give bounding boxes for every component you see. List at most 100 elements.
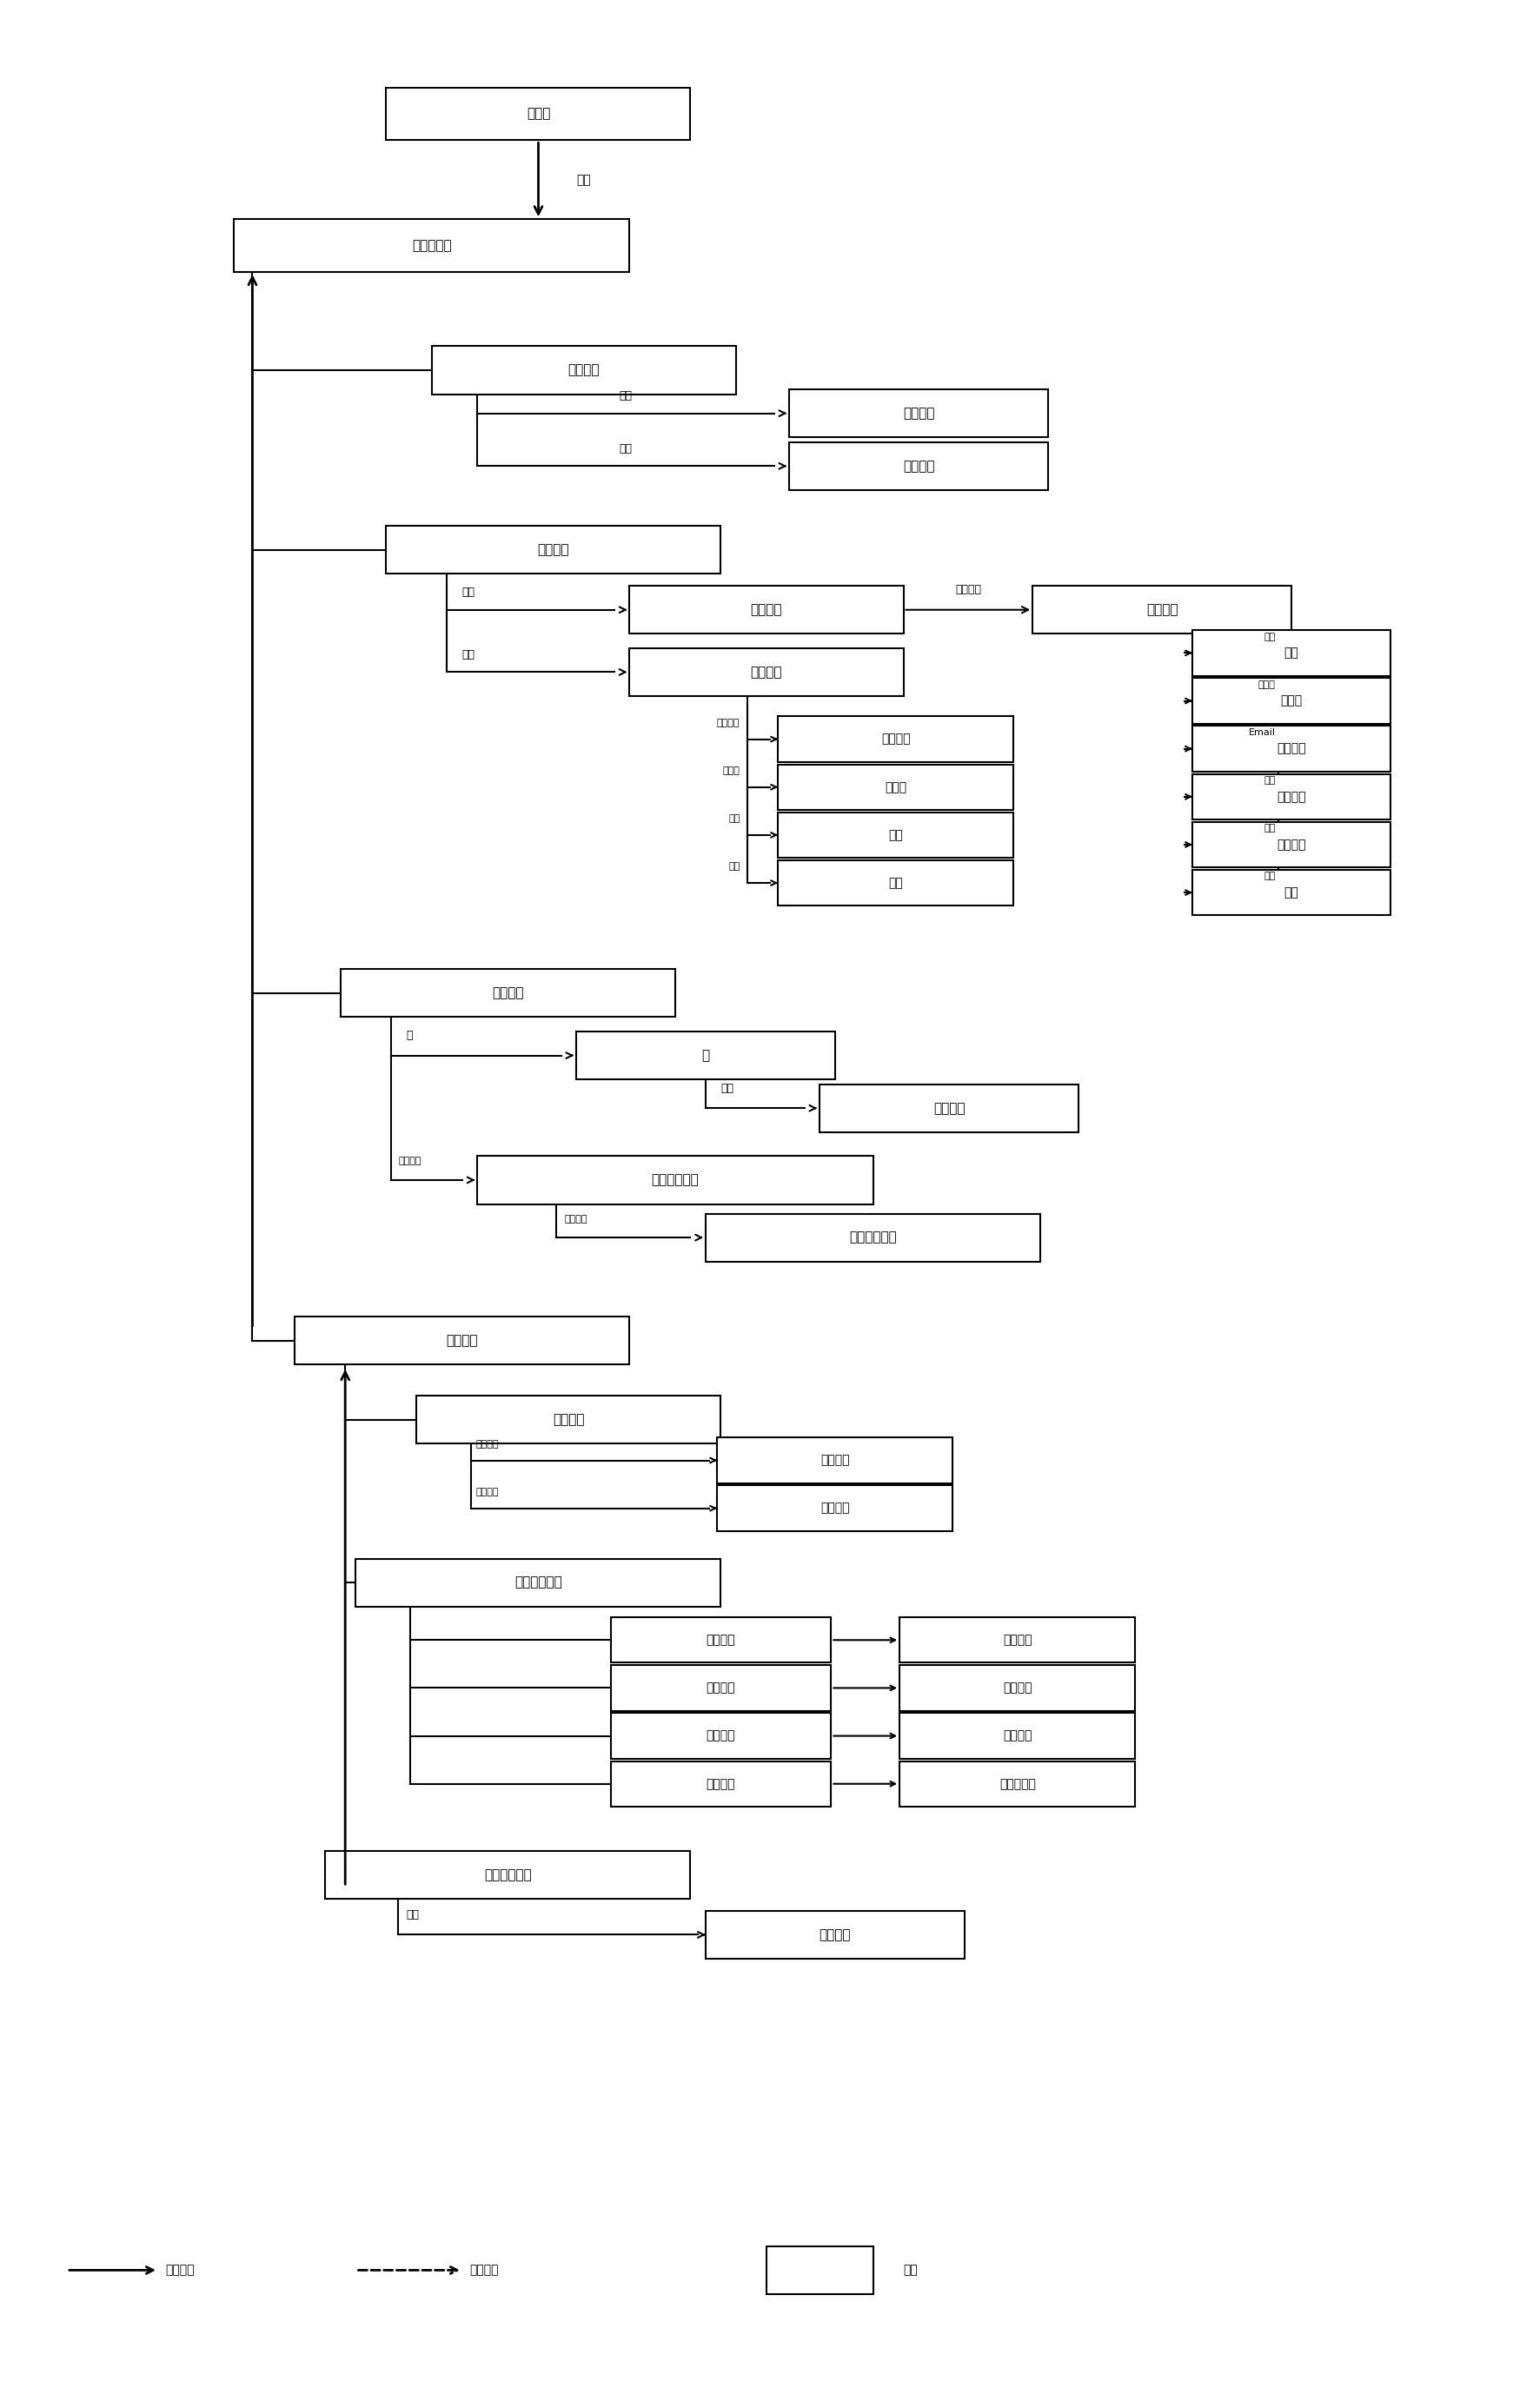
FancyBboxPatch shape [417, 1397, 721, 1442]
Text: 文件: 文件 [721, 1084, 734, 1093]
Text: 产品信息: 产品信息 [751, 665, 782, 679]
Text: 功能信息: 功能信息 [903, 460, 935, 472]
Text: 联系信息: 联系信息 [955, 585, 981, 595]
FancyBboxPatch shape [717, 1486, 954, 1531]
Text: 管理属性: 管理属性 [538, 544, 569, 556]
FancyBboxPatch shape [1193, 773, 1390, 819]
Text: 厂商信息: 厂商信息 [751, 604, 782, 616]
Text: 操作系统: 操作系统 [1003, 1729, 1032, 1741]
Text: 包: 包 [406, 1031, 412, 1040]
Text: 开发属性: 开发属性 [553, 1413, 584, 1426]
FancyBboxPatch shape [820, 1084, 1078, 1132]
Text: 电话: 电话 [1263, 775, 1275, 785]
Text: Email: Email [1248, 727, 1275, 737]
Text: 电子邮件: 电子邮件 [1277, 742, 1306, 754]
Text: 标准: 标准 [406, 1910, 419, 1922]
FancyBboxPatch shape [705, 1214, 1041, 1262]
Text: 实体文件: 实体文件 [934, 1100, 964, 1115]
Text: 构件标准: 构件标准 [819, 1929, 851, 1941]
Text: 联系人: 联系人 [1280, 696, 1302, 708]
Text: 版本: 版本 [728, 862, 740, 872]
Text: 软构件属性: 软构件属性 [412, 238, 452, 253]
Text: 构件公共属性: 构件公共属性 [515, 1577, 563, 1589]
Text: 硬件架构: 硬件架构 [707, 1777, 736, 1789]
Text: 许可证: 许可证 [885, 780, 906, 792]
Text: 价格: 价格 [889, 828, 903, 840]
Text: 功能: 功能 [619, 443, 632, 455]
Text: 描述模型: 描述模型 [820, 1454, 849, 1466]
FancyBboxPatch shape [777, 763, 1013, 809]
Text: 版本: 版本 [889, 877, 903, 889]
FancyBboxPatch shape [789, 390, 1049, 438]
FancyBboxPatch shape [717, 1438, 954, 1483]
FancyBboxPatch shape [705, 1912, 964, 1958]
Text: 价格: 价格 [728, 814, 740, 824]
Text: 领域信息: 领域信息 [903, 407, 935, 419]
FancyBboxPatch shape [777, 718, 1013, 761]
Text: 主页: 主页 [1285, 886, 1298, 898]
FancyBboxPatch shape [766, 2247, 872, 2295]
Text: 计算机架构: 计算机架构 [1000, 1777, 1036, 1789]
FancyBboxPatch shape [777, 860, 1013, 905]
FancyBboxPatch shape [610, 1618, 831, 1664]
FancyBboxPatch shape [610, 1712, 831, 1758]
FancyBboxPatch shape [576, 1031, 835, 1079]
Text: 编程语言: 编程语言 [1003, 1635, 1032, 1647]
Text: 依赖构件: 依赖构件 [477, 1488, 500, 1495]
FancyBboxPatch shape [477, 1156, 872, 1204]
Text: 对象属性: 对象属性 [471, 2264, 500, 2276]
Text: 领域: 领域 [619, 390, 632, 402]
FancyBboxPatch shape [1193, 725, 1390, 771]
FancyBboxPatch shape [386, 525, 721, 573]
FancyBboxPatch shape [610, 1666, 831, 1710]
Text: 电话号码: 电话号码 [1277, 790, 1306, 802]
FancyBboxPatch shape [789, 443, 1049, 489]
FancyBboxPatch shape [235, 219, 630, 272]
FancyBboxPatch shape [900, 1618, 1136, 1664]
Text: 构件技术属性: 构件技术属性 [484, 1869, 532, 1881]
Text: 生命周期状态: 生命周期状态 [849, 1230, 897, 1245]
Text: 厂商: 厂商 [461, 588, 475, 597]
Text: 概念: 概念 [903, 2264, 918, 2276]
Text: 附加信息: 附加信息 [717, 718, 740, 727]
Text: 描述模型: 描述模型 [477, 1440, 500, 1447]
Text: 构件容器: 构件容器 [707, 1681, 736, 1695]
FancyBboxPatch shape [610, 1760, 831, 1806]
FancyBboxPatch shape [340, 968, 675, 1016]
Text: 附加信息: 附加信息 [881, 732, 911, 744]
Text: 操作系统: 操作系统 [707, 1729, 736, 1741]
FancyBboxPatch shape [356, 1558, 721, 1606]
FancyBboxPatch shape [777, 811, 1013, 857]
Text: 依赖构件: 依赖构件 [820, 1503, 849, 1515]
FancyBboxPatch shape [900, 1712, 1136, 1758]
FancyBboxPatch shape [1033, 585, 1291, 633]
FancyBboxPatch shape [1193, 631, 1390, 677]
Text: 许可证: 许可证 [722, 766, 740, 775]
Text: 主页: 主页 [1263, 872, 1275, 881]
Text: 包: 包 [702, 1050, 710, 1062]
Text: 技术属性: 技术属性 [446, 1334, 478, 1346]
FancyBboxPatch shape [900, 1666, 1136, 1710]
Text: 注册对象: 注册对象 [399, 1156, 422, 1165]
FancyBboxPatch shape [630, 648, 903, 696]
FancyBboxPatch shape [386, 87, 690, 140]
Text: 软构件: 软构件 [526, 108, 550, 120]
Text: 传真号码: 传真号码 [1277, 838, 1306, 850]
Text: 注册属性: 注册属性 [492, 987, 524, 999]
Text: 地址: 地址 [1285, 648, 1298, 660]
FancyBboxPatch shape [900, 1760, 1136, 1806]
Text: 构件容器: 构件容器 [1003, 1681, 1032, 1695]
Text: 功能属性: 功能属性 [569, 364, 599, 376]
Text: 传真: 传真 [1263, 824, 1275, 833]
Text: 编程语言: 编程语言 [707, 1635, 736, 1647]
Text: 子类关系: 子类关系 [166, 2264, 195, 2276]
Text: 联系人: 联系人 [1259, 679, 1275, 689]
FancyBboxPatch shape [325, 1852, 690, 1900]
FancyBboxPatch shape [432, 347, 736, 395]
FancyBboxPatch shape [1193, 821, 1390, 867]
FancyBboxPatch shape [1193, 869, 1390, 915]
Text: 地址: 地址 [1263, 633, 1275, 641]
Text: 产品: 产品 [461, 648, 475, 660]
Text: 联系信息: 联系信息 [1147, 604, 1177, 616]
FancyBboxPatch shape [630, 585, 903, 633]
